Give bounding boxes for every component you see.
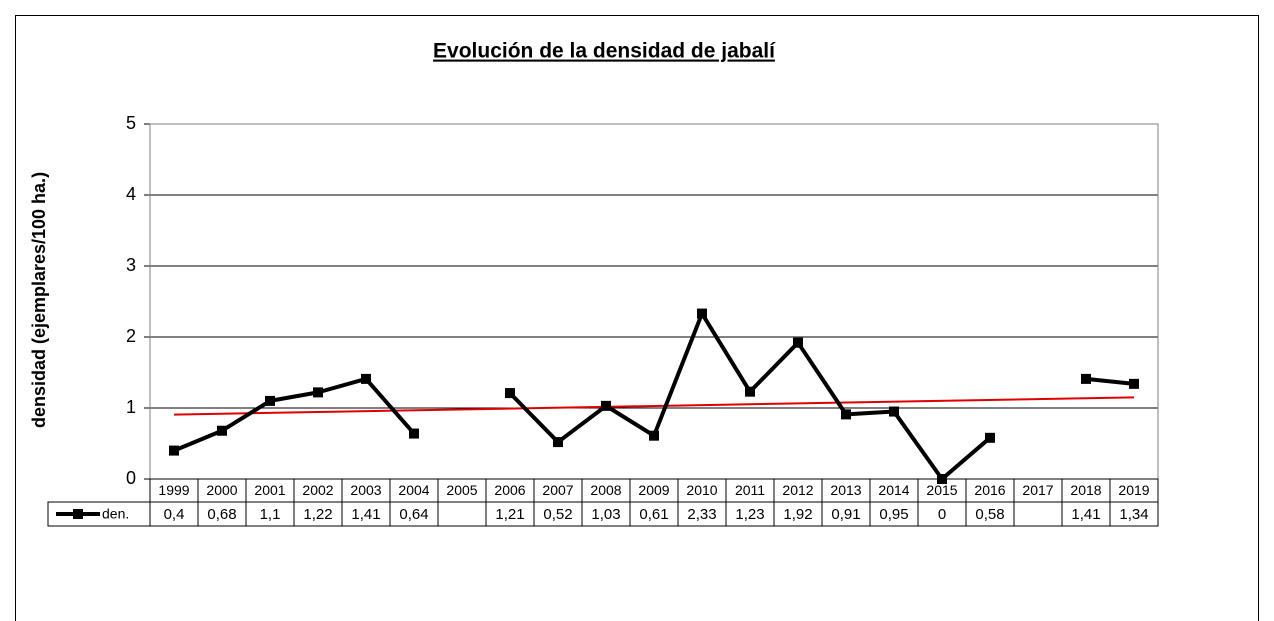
data-label: 0 — [938, 506, 946, 523]
x-tick-label: 2006 — [494, 482, 525, 498]
data-label: 0,95 — [879, 506, 908, 523]
x-tick-label: 2012 — [782, 482, 813, 498]
x-tick-label: 2013 — [830, 482, 861, 498]
y-tick-label: 2 — [126, 326, 136, 346]
marker — [937, 474, 947, 484]
marker — [1129, 378, 1139, 389]
marker — [985, 432, 995, 443]
marker — [841, 409, 851, 420]
x-tick-label: 2004 — [398, 482, 429, 498]
y-tick-label: 5 — [126, 113, 136, 133]
y-tick-label: 1 — [126, 397, 136, 417]
y-tick-label: 4 — [126, 184, 136, 204]
marker — [697, 308, 707, 319]
x-tick-label: 2007 — [542, 482, 573, 498]
marker — [649, 430, 659, 441]
x-tick-label: 2009 — [638, 482, 669, 498]
line — [173, 376, 416, 453]
data-label: 1,92 — [783, 506, 812, 523]
legend-label: den. — [102, 506, 129, 522]
marker — [889, 406, 899, 417]
y-axis-label: densidad (ejemplares/100 ha.) — [29, 172, 49, 428]
x-tick-label: 2002 — [302, 482, 333, 498]
data-label: 1,03 — [591, 506, 620, 523]
data-label: 1,23 — [735, 506, 764, 523]
data-label: 1,41 — [351, 506, 380, 523]
marker — [793, 337, 803, 348]
x-tick-label: 2016 — [974, 482, 1005, 498]
data-label: 0,64 — [399, 506, 428, 523]
y-tick-label: 3 — [126, 255, 136, 275]
x-tick-label: 1999 — [158, 482, 189, 498]
marker — [601, 400, 611, 411]
chart-frame — [15, 15, 1259, 621]
marker — [217, 425, 227, 436]
data-label: 1,1 — [260, 506, 281, 523]
trendline — [173, 396, 1135, 416]
x-tick-label: 2019 — [1118, 482, 1149, 498]
marker — [169, 445, 179, 456]
data-label: 1,34 — [1119, 506, 1148, 523]
marker — [265, 395, 275, 406]
data-label: 0,52 — [543, 506, 572, 523]
x-tick-label: 2008 — [590, 482, 621, 498]
data-label: 0,68 — [207, 506, 236, 523]
x-tick-label: 2018 — [1070, 482, 1101, 498]
data-label: 2,33 — [687, 506, 716, 523]
x-tick-label: 2001 — [254, 482, 285, 498]
x-tick-label: 2000 — [206, 482, 237, 498]
marker — [745, 386, 755, 397]
marker — [505, 388, 515, 399]
x-tick-label: 2003 — [350, 482, 381, 498]
marker — [1081, 373, 1091, 384]
legend-marker — [73, 509, 83, 519]
marker — [409, 428, 419, 439]
chart-title: Evolución de la densidad de jabalí — [433, 40, 776, 63]
data-label: 0,91 — [831, 506, 860, 523]
marker — [553, 437, 563, 448]
data-label: 1,22 — [303, 506, 332, 523]
data-label: 0,61 — [639, 506, 668, 523]
marker — [313, 387, 323, 398]
data-label: 0,4 — [164, 506, 185, 523]
data-label: 1,21 — [495, 506, 524, 523]
x-tick-label: 2011 — [735, 482, 765, 498]
x-tick-label: 2017 — [1022, 482, 1053, 498]
line — [1085, 376, 1135, 386]
x-tick-label: 2014 — [878, 482, 909, 498]
x-tick-label: 2015 — [926, 482, 957, 498]
marker — [361, 373, 371, 384]
data-label: 0,58 — [975, 506, 1004, 523]
x-tick-label: 2010 — [686, 482, 717, 498]
y-tick-label: 0 — [126, 468, 136, 488]
data-label: 1,41 — [1071, 506, 1100, 523]
x-tick-label: 2005 — [446, 482, 477, 498]
